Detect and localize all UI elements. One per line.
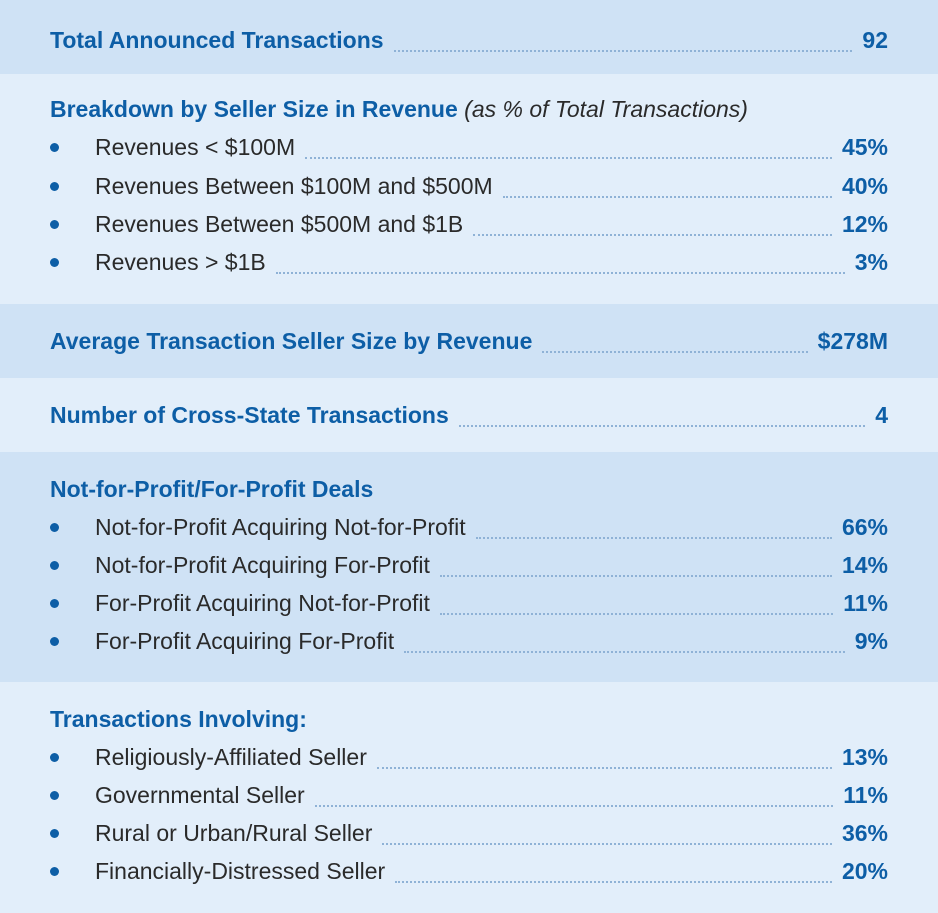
- seller-size-heading: Breakdown by Seller Size in Revenue (as …: [50, 90, 888, 128]
- cross-state-row: Number of Cross-State Transactions 4: [50, 396, 888, 434]
- leader-dots: [382, 843, 832, 845]
- bullet-icon: [50, 752, 59, 762]
- leader-dots: [439, 575, 832, 577]
- item-label: Not-for-Profit Acquiring Not-for-Profit: [95, 514, 466, 540]
- seller-size-subtitle: (as % of Total Transactions): [464, 96, 748, 122]
- leader-dots: [542, 351, 808, 353]
- bullet-icon: [50, 181, 59, 191]
- leader-dots: [458, 425, 866, 427]
- list-item: Revenues < $100M 45%: [50, 128, 888, 166]
- bullet-icon: [50, 257, 59, 267]
- involving-title: Transactions Involving:: [50, 706, 307, 732]
- leader-dots: [473, 234, 832, 236]
- cross-state-label: Number of Cross-State Transactions: [50, 402, 449, 428]
- item-value: 12%: [841, 211, 888, 237]
- leader-dots: [439, 613, 834, 615]
- list-item: Rural or Urban/Rural Seller 36%: [50, 814, 888, 852]
- bullet-icon: [50, 142, 59, 152]
- bullet-icon: [50, 219, 59, 229]
- cross-state-band: Number of Cross-State Transactions 4: [0, 378, 938, 452]
- item-value: 36%: [841, 820, 888, 846]
- bullet-icon: [50, 636, 59, 646]
- average-row: Average Transaction Seller Size by Reven…: [50, 322, 888, 360]
- item-label: For-Profit Acquiring Not-for-Profit: [95, 590, 430, 616]
- total-band: Total Announced Transactions 92: [0, 0, 938, 74]
- item-label: Rural or Urban/Rural Seller: [95, 820, 373, 846]
- average-band: Average Transaction Seller Size by Reven…: [0, 304, 938, 378]
- list-item: Governmental Seller 11%: [50, 776, 888, 814]
- list-item: Religiously-Affiliated Seller 13%: [50, 738, 888, 776]
- item-value: 40%: [841, 173, 888, 199]
- bullet-icon: [50, 598, 59, 608]
- cross-state-value: 4: [875, 402, 888, 428]
- list-item: Revenues Between $500M and $1B 12%: [50, 205, 888, 243]
- item-value: 14%: [841, 552, 888, 578]
- item-label: Revenues < $100M: [95, 134, 296, 160]
- profit-deals-band: Not-for-Profit/For-Profit Deals Not-for-…: [0, 452, 938, 682]
- item-label: Financially-Distressed Seller: [95, 858, 386, 884]
- total-label: Total Announced Transactions: [50, 27, 384, 53]
- list-item: For-Profit Acquiring For-Profit 9%: [50, 622, 888, 660]
- item-label: Not-for-Profit Acquiring For-Profit: [95, 552, 430, 578]
- leader-dots: [376, 767, 832, 769]
- item-label: Revenues Between $100M and $500M: [95, 173, 493, 199]
- involving-band: Transactions Involving: Religiously-Affi…: [0, 682, 938, 913]
- item-value: 13%: [841, 744, 888, 770]
- bullet-icon: [50, 866, 59, 876]
- average-label: Average Transaction Seller Size by Reven…: [50, 328, 533, 354]
- list-item: Financially-Distressed Seller 20%: [50, 852, 888, 890]
- item-value: 66%: [841, 514, 888, 540]
- leader-dots: [395, 881, 832, 883]
- item-value: 11%: [843, 782, 888, 808]
- item-value: 11%: [843, 590, 888, 616]
- list-item: Not-for-Profit Acquiring Not-for-Profit …: [50, 508, 888, 546]
- list-item: Revenues Between $100M and $500M 40%: [50, 167, 888, 205]
- item-value: 9%: [854, 628, 888, 654]
- leader-dots: [314, 805, 834, 807]
- total-value: 92: [862, 27, 888, 53]
- item-label: Religiously-Affiliated Seller: [95, 744, 367, 770]
- profit-deals-title: Not-for-Profit/For-Profit Deals: [50, 476, 374, 502]
- leader-dots: [502, 196, 832, 198]
- seller-size-title: Breakdown by Seller Size in Revenue: [50, 96, 458, 122]
- bullet-icon: [50, 828, 59, 838]
- item-label: For-Profit Acquiring For-Profit: [95, 628, 395, 654]
- total-row: Total Announced Transactions 92: [50, 21, 888, 59]
- leader-dots: [404, 651, 845, 653]
- profit-deals-heading: Not-for-Profit/For-Profit Deals: [50, 470, 888, 508]
- bullet-icon: [50, 790, 59, 800]
- item-label: Governmental Seller: [95, 782, 305, 808]
- leader-dots: [475, 537, 832, 539]
- leader-dots: [275, 272, 845, 274]
- involving-heading: Transactions Involving:: [50, 700, 888, 738]
- leader-dots: [305, 157, 832, 159]
- item-value: 45%: [841, 134, 888, 160]
- bullet-icon: [50, 522, 59, 532]
- item-label: Revenues > $1B: [95, 249, 266, 275]
- list-item: Revenues > $1B 3%: [50, 243, 888, 281]
- item-label: Revenues Between $500M and $1B: [95, 211, 464, 237]
- item-value: 20%: [841, 858, 888, 884]
- average-value: $278M: [817, 328, 888, 354]
- seller-size-band: Breakdown by Seller Size in Revenue (as …: [0, 74, 938, 304]
- list-item: For-Profit Acquiring Not-for-Profit 11%: [50, 584, 888, 622]
- leader-dots: [393, 50, 853, 52]
- bullet-icon: [50, 560, 59, 570]
- item-value: 3%: [854, 249, 888, 275]
- list-item: Not-for-Profit Acquiring For-Profit 14%: [50, 546, 888, 584]
